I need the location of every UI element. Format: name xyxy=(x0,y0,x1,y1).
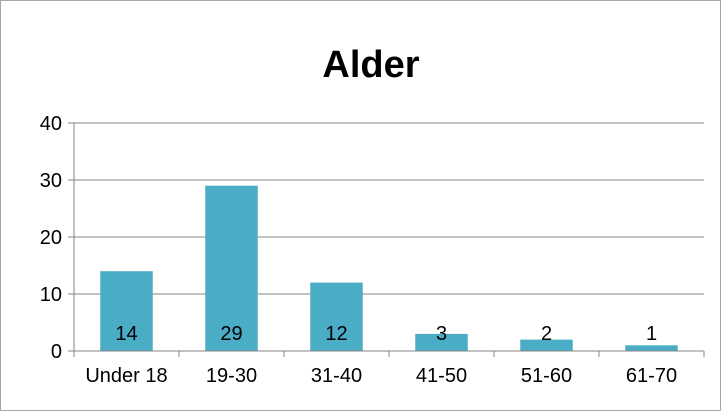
data-label: 2 xyxy=(541,323,552,345)
bar-61-70 xyxy=(625,345,678,351)
y-tick-label: 20 xyxy=(40,227,62,249)
gridlines xyxy=(74,122,704,295)
axes xyxy=(68,122,705,357)
data-label: 14 xyxy=(115,323,137,345)
data-label: 3 xyxy=(436,323,447,345)
bar-19-30 xyxy=(205,185,258,351)
bar-under-18 xyxy=(100,271,153,351)
data-label: 12 xyxy=(325,323,347,345)
data-label: 1 xyxy=(646,323,657,345)
bar-31-40 xyxy=(310,282,363,351)
x-category-label: 51-60 xyxy=(521,365,572,387)
x-category-label: 41-50 xyxy=(416,365,467,387)
y-tick-label: 10 xyxy=(40,284,62,306)
x-category-label: 19-30 xyxy=(206,365,257,387)
bars xyxy=(100,185,678,351)
x-category-label: 31-40 xyxy=(311,365,362,387)
data-label: 29 xyxy=(220,323,242,345)
bar-51-60 xyxy=(520,339,573,351)
x-category-label: 61-70 xyxy=(626,365,677,387)
y-tick-label: 0 xyxy=(51,341,62,363)
chart-title: Alder xyxy=(322,44,419,86)
x-category-label: Under 18 xyxy=(85,365,167,387)
y-tick-label: 40 xyxy=(40,113,62,135)
y-tick-label: 30 xyxy=(40,170,62,192)
bar-41-50 xyxy=(415,333,468,351)
